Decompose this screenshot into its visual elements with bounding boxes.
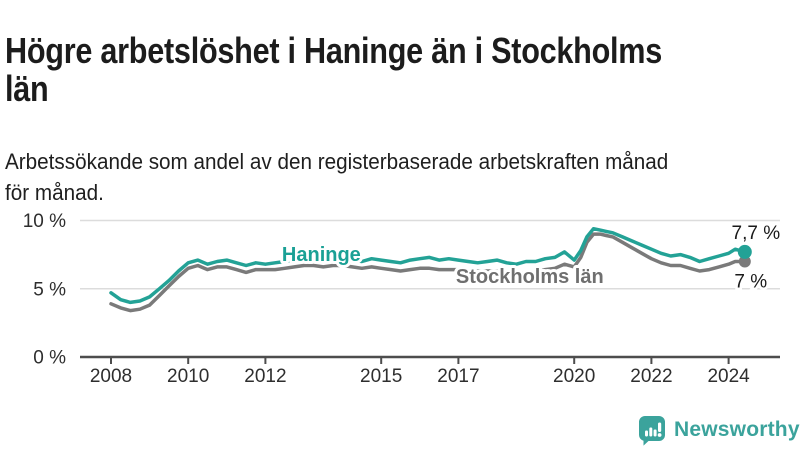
end-value-label: 7 %	[734, 271, 767, 292]
series-line-haninge	[109, 226, 747, 305]
x-tick-label: 2022	[630, 366, 672, 387]
end-dot	[738, 255, 751, 268]
y-tick-label: 0 %	[33, 348, 66, 369]
end-dot	[737, 244, 752, 259]
brand-name: Newsworthy	[674, 418, 800, 441]
newsworthy-logo: Newsworthy	[638, 413, 800, 447]
x-tick-label: 2017	[437, 366, 479, 387]
series-label: Stockholms län	[456, 266, 604, 288]
x-tick-label: 2020	[553, 366, 595, 387]
x-tick-label: 2024	[707, 366, 750, 387]
title-line-1: Högre arbetslöshet i Haninge än i Stockh…	[5, 30, 663, 72]
unemployment-line-chart: 0 % 5 % 10 % 2008 2010 2012 2015 2017 2020 2022 20…	[0, 195, 800, 425]
x-tick-label: 2015	[360, 366, 402, 387]
series-label: Haninge	[282, 244, 361, 266]
y-tick-label: 10 %	[23, 211, 66, 232]
series-line-stockholms-l-n	[109, 232, 747, 313]
end-value-label: 7,7 %	[732, 223, 781, 244]
title-line-2: län	[5, 68, 49, 110]
bar-chart-speech-bubble-icon	[639, 415, 665, 446]
subtitle-line-1: Arbetssökande som andel av den registerb…	[5, 149, 669, 174]
page-title: Högre arbetslöshet i Haninge än i Stockh…	[5, 32, 800, 108]
line-chart-canvas: 0 % 5 % 10 % 2008 2010 2012 2015 2017 2020 2022 20…	[23, 211, 783, 387]
y-tick-label: 5 %	[33, 279, 66, 300]
subtitle-line-2: för månad.	[5, 180, 104, 205]
x-tick-label: 2010	[167, 366, 209, 387]
x-tick-label: 2012	[244, 366, 286, 387]
x-tick-label: 2008	[90, 366, 132, 387]
chart-subtitle: Arbetssökande som andel av den registerb…	[5, 146, 800, 208]
